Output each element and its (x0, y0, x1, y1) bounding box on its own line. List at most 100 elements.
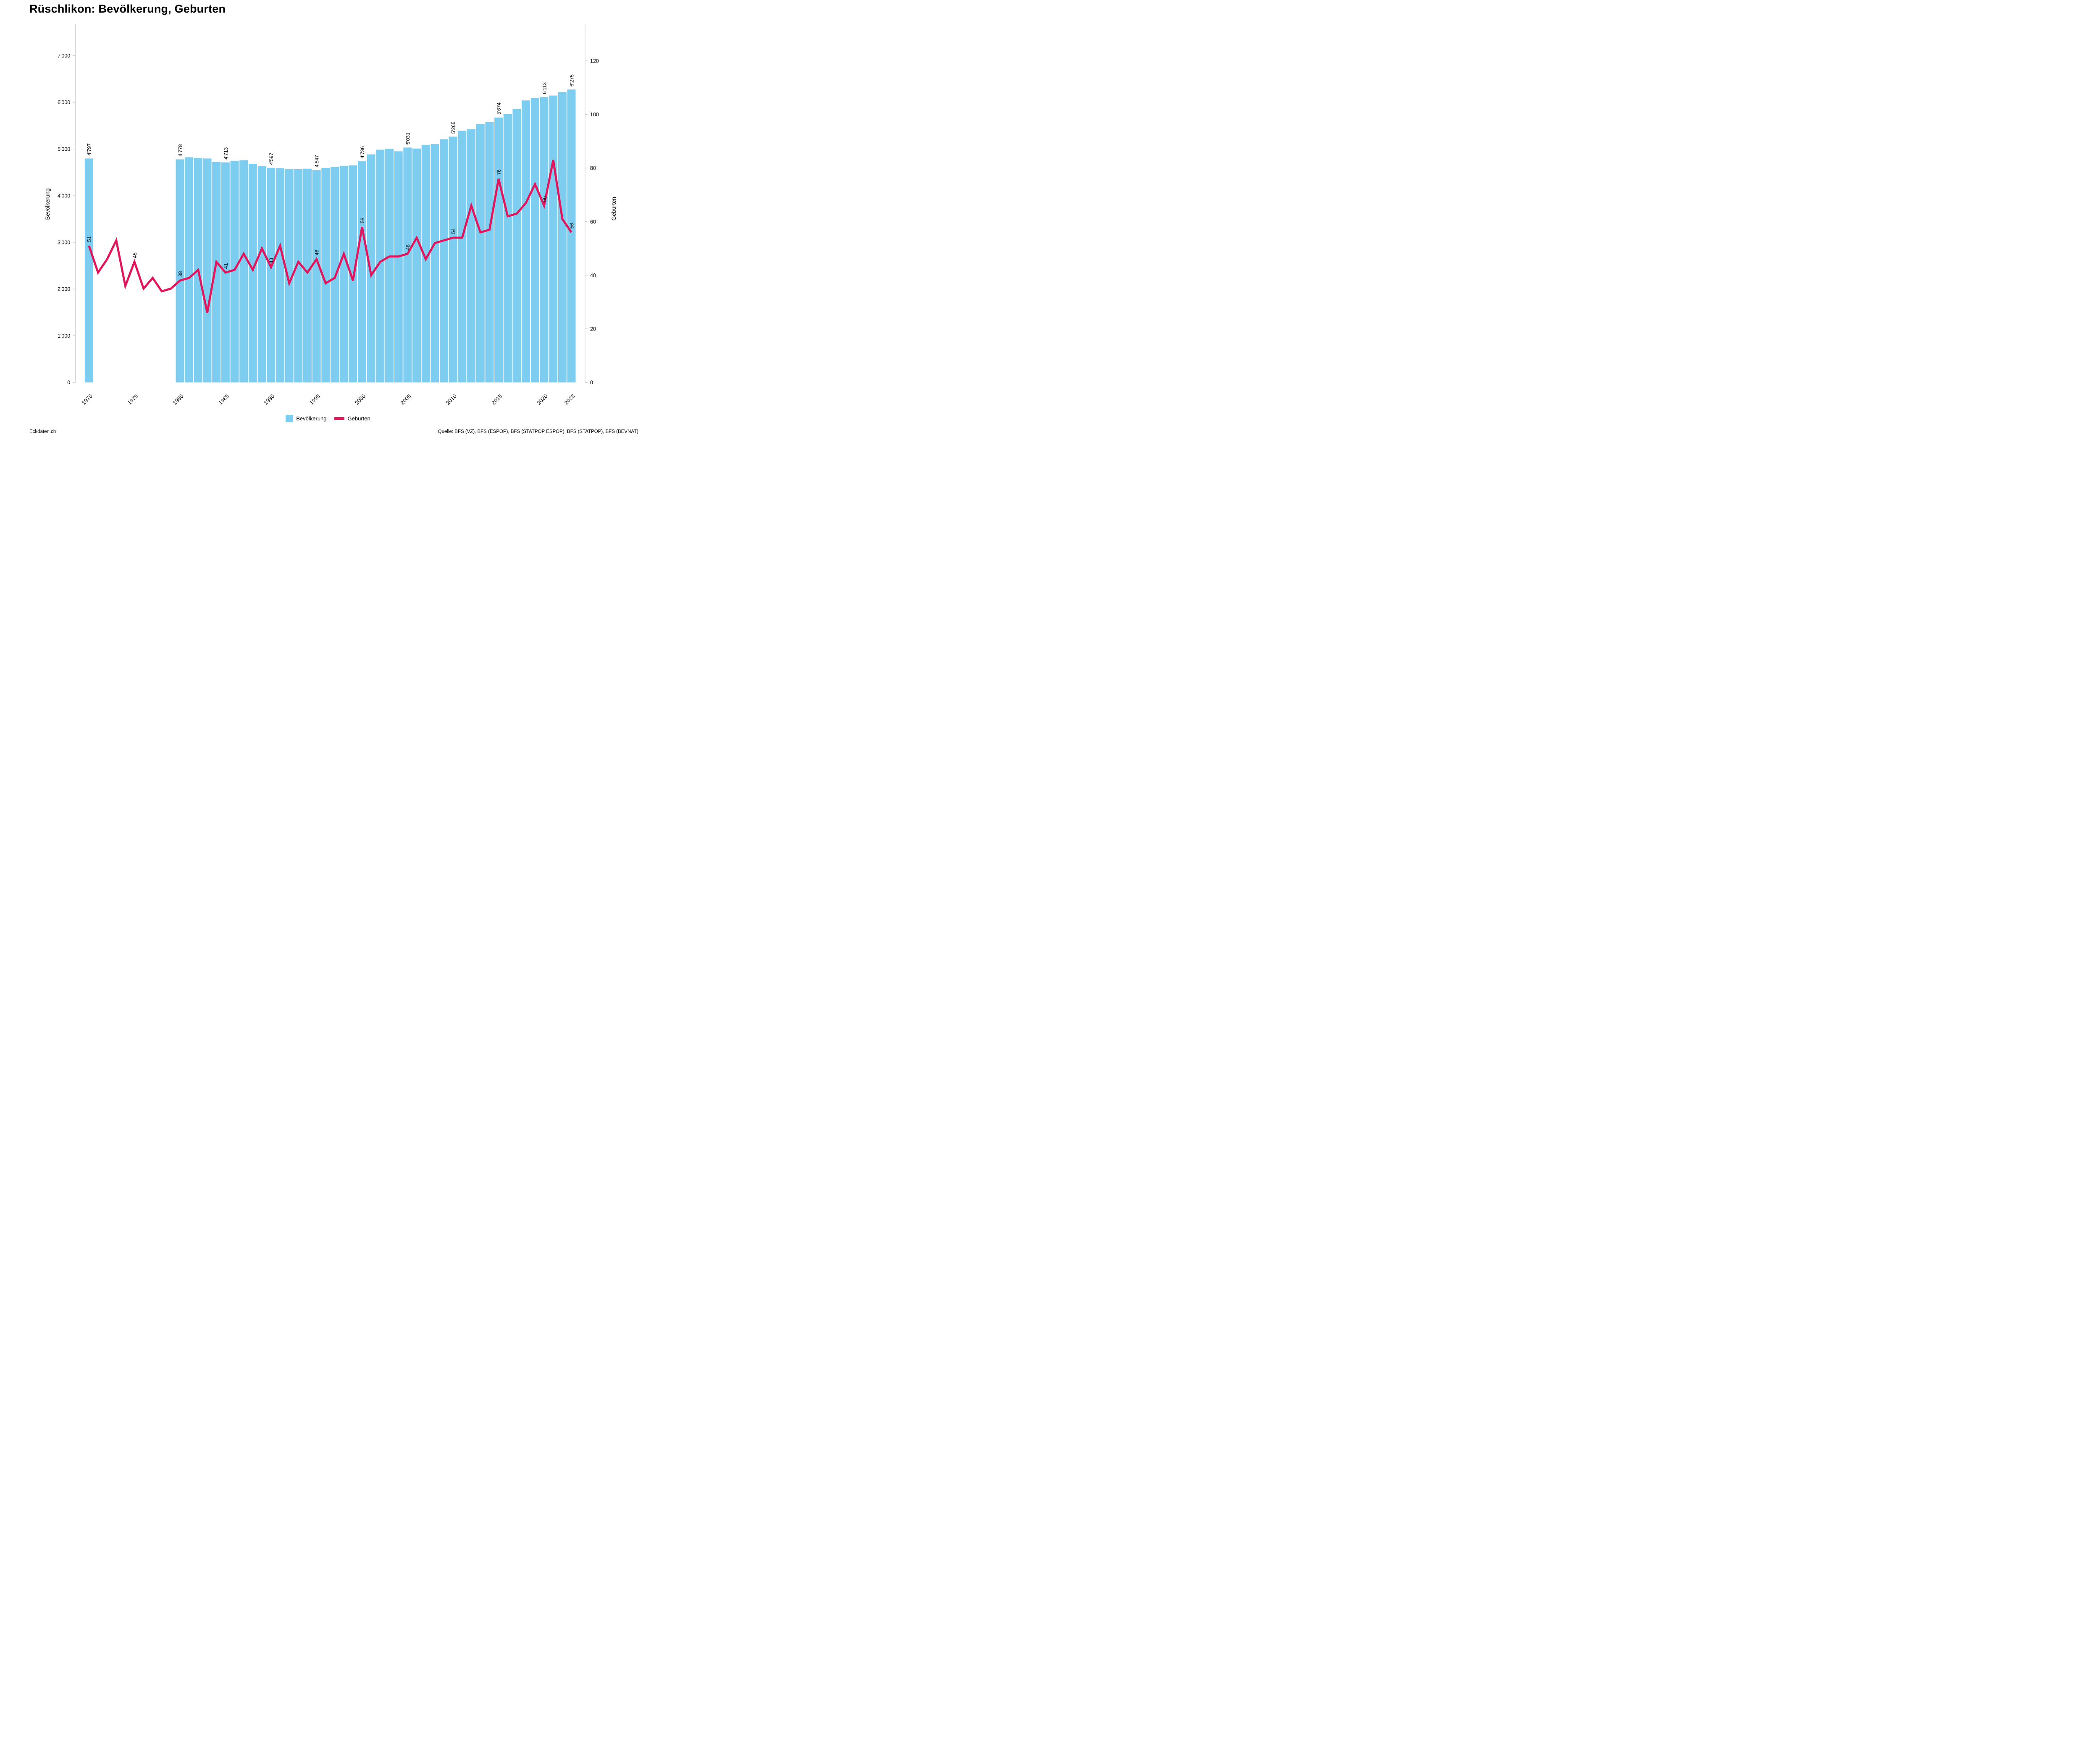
x-tick-label-2000: 2000 (354, 393, 367, 406)
bar-label-1990: 4'597 (268, 152, 274, 165)
line-label-2020: 66 (542, 196, 548, 202)
left-tick-label-3000: 3'000 (58, 240, 70, 246)
bar-label-1980: 4'778 (178, 144, 184, 156)
bar-swatch-icon (286, 415, 293, 422)
bar-2013 (476, 124, 485, 383)
x-tick-label-1985: 1985 (217, 393, 230, 406)
line-label-2005: 48 (405, 244, 411, 250)
bar-2001 (367, 154, 375, 383)
bar-label-1985: 4'713 (223, 147, 229, 159)
x-tick-label-1975: 1975 (126, 393, 139, 406)
bar-2012 (467, 129, 476, 383)
x-tick-label-2020: 2020 (536, 393, 549, 406)
right-tick-label-100: 100 (590, 112, 599, 118)
line-label-2010: 54 (451, 228, 457, 234)
left-tick-label-2000: 2'000 (58, 286, 70, 292)
bar-2003 (385, 149, 394, 383)
x-tick-label-1990: 1990 (262, 393, 276, 406)
bar-label-2000: 4'736 (360, 146, 365, 158)
x-tick-label-1970: 1970 (81, 393, 94, 406)
left-tick-label-0: 0 (67, 380, 70, 386)
bar-1989 (257, 166, 266, 383)
x-tick-label-1980: 1980 (172, 393, 185, 406)
bar-value-labels: 4'797 4'778 4'713 4'597 4'547 4'736 5'031 5'265… (87, 74, 575, 167)
legend-label-bevoelkerung: Bevölkerung (296, 415, 327, 422)
bar-2022 (558, 92, 567, 383)
left-tick-label-5000: 5'000 (58, 146, 70, 152)
bar-1995 (312, 170, 321, 383)
bar-1983 (203, 158, 212, 383)
bar-1991 (276, 168, 284, 383)
bar-1992 (285, 169, 294, 383)
bar-2016 (503, 114, 512, 383)
line-label-1975: 45 (132, 252, 138, 258)
right-axis-title: Geburten (611, 197, 617, 220)
x-tick-label-2023: 2023 (563, 393, 576, 406)
bar-2000 (358, 161, 366, 383)
bar-2017 (512, 109, 521, 383)
legend-item-geburten: Geburten (334, 415, 370, 422)
bar-label-2010: 5'265 (451, 121, 457, 134)
bar-1999 (349, 165, 357, 383)
x-tick-label-2010: 2010 (445, 393, 458, 406)
bar-2014 (485, 122, 494, 383)
bar-1993 (294, 169, 303, 383)
line-label-2000: 58 (360, 218, 365, 223)
bar-2008 (430, 144, 439, 383)
line-label-1970: 51 (87, 236, 92, 242)
bar-2015 (494, 117, 503, 383)
left-tick-label-6000: 6'000 (58, 100, 70, 105)
bar-label-2005: 5'031 (405, 132, 411, 144)
bar-1980 (176, 159, 184, 383)
x-tick-label-1995: 1995 (308, 393, 321, 406)
left-tick-label-4000: 4'000 (58, 193, 70, 199)
bar-2011 (458, 131, 467, 383)
legend-item-bevoelkerung: Bevölkerung (286, 415, 327, 422)
bar-label-2020: 6'113 (542, 82, 548, 94)
bar-2021 (549, 95, 558, 383)
source-citation: Quelle: BFS (VZ), BFS (ESPOP), BFS (STAT… (438, 429, 638, 434)
left-tick-label-7000: 7'000 (58, 53, 70, 59)
bar-2002 (376, 150, 385, 383)
legend-label-geburten: Geburten (347, 415, 370, 422)
bar-2010 (449, 136, 457, 383)
bar-1970 (84, 158, 93, 383)
bar-2004 (394, 151, 403, 383)
bar-1996 (321, 168, 330, 383)
line-geburten (88, 160, 572, 313)
right-tick-label-20: 20 (590, 326, 596, 332)
bar-1990 (267, 168, 276, 383)
source-brand: Eckdaten.ch (29, 429, 56, 434)
line-label-2015: 76 (496, 169, 502, 175)
line-label-1990: 43 (268, 258, 274, 264)
line-label-2023: 56 (569, 223, 575, 229)
bars-bevoelkerung (84, 89, 576, 383)
bar-label-1995: 4'547 (314, 155, 320, 167)
line-label-1985: 41 (223, 263, 229, 269)
bar-1994 (303, 168, 312, 383)
line-swatch-icon (334, 417, 344, 420)
chart-svg: 0 1'000 2'000 3'000 4'000 5'000 6'000 7'000 0 20 4… (45, 24, 617, 406)
left-axis-title: Bevölkerung (45, 188, 51, 220)
bar-2020 (540, 97, 549, 383)
bar-2018 (522, 100, 530, 383)
bar-1981 (185, 157, 194, 383)
right-tick-label-60: 60 (590, 219, 596, 225)
bar-1998 (339, 165, 348, 383)
bar-1988 (248, 163, 257, 383)
right-tick-label-80: 80 (590, 165, 596, 171)
bar-2019 (530, 98, 539, 383)
line-label-1995: 46 (314, 249, 320, 255)
chart-area: 0 1'000 2'000 3'000 4'000 5'000 6'000 7'000 0 20 4… (0, 0, 656, 438)
bar-1984 (212, 162, 221, 383)
bar-label-1970: 4'797 (87, 143, 92, 155)
bar-2009 (440, 139, 449, 383)
right-tick-label-0: 0 (590, 380, 593, 386)
bar-1986 (230, 160, 239, 383)
bar-2023 (567, 89, 576, 383)
bar-2007 (421, 144, 430, 383)
legend: Bevölkerung Geburten (0, 415, 656, 422)
right-tick-label-40: 40 (590, 273, 596, 278)
x-tick-label-2005: 2005 (399, 393, 412, 406)
bar-1997 (330, 167, 339, 383)
